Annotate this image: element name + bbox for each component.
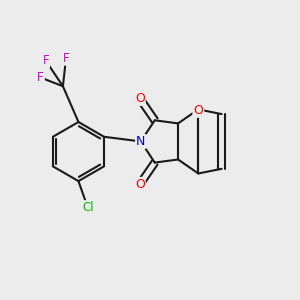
Text: F: F (43, 54, 49, 67)
Text: O: O (135, 92, 145, 105)
Text: O: O (135, 178, 145, 191)
Text: F: F (37, 71, 44, 84)
Text: F: F (63, 52, 69, 65)
Text: O: O (194, 104, 203, 117)
Text: Cl: Cl (82, 201, 94, 214)
Text: N: N (136, 135, 146, 148)
